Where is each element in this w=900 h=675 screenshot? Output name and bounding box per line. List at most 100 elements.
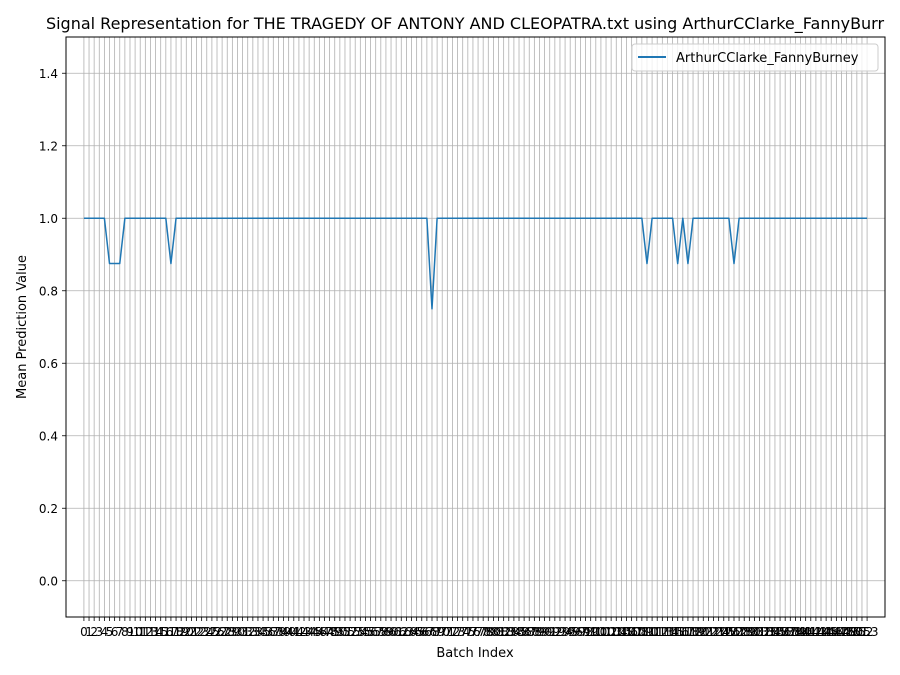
x-tick-label: 52 <box>342 625 357 639</box>
x-axis: 0123456789101112131415161718192021222324… <box>80 617 879 639</box>
x-tick-label: 138 <box>779 625 802 639</box>
x-tick-label: 87 <box>522 625 537 639</box>
x-tick-label: 110 <box>636 625 659 639</box>
x-tick-label: 43 <box>296 625 311 639</box>
x-tick-label: 122 <box>697 625 720 639</box>
x-tick-label: 25 <box>204 625 219 639</box>
x-tick-label: 80 <box>486 625 501 639</box>
chart-title: Signal Representation for THE TRAGEDY OF… <box>46 14 885 34</box>
x-tick-label: 90 <box>537 625 552 639</box>
x-tick-label: 125 <box>712 625 735 639</box>
x-tick-label: 3 <box>95 625 103 639</box>
x-tick-label: 39 <box>276 625 291 639</box>
x-tick-label: 6 <box>111 625 119 639</box>
x-tick-label: 36 <box>261 625 276 639</box>
x-tick-label: 96 <box>568 625 583 639</box>
x-tick-label: 15 <box>153 625 168 639</box>
x-tick-label: 48 <box>322 625 337 639</box>
x-tick-label: 119 <box>682 625 705 639</box>
x-tick-label: 141 <box>794 625 817 639</box>
x-tick-label: 30 <box>230 625 245 639</box>
x-tick-label: 120 <box>687 625 710 639</box>
y-tick-label: 0.6 <box>39 357 58 371</box>
x-tick-label: 55 <box>358 625 373 639</box>
x-tick-label: 108 <box>625 625 648 639</box>
x-tick-label: 129 <box>733 625 756 639</box>
y-axis-label: Mean Prediction Value <box>15 255 30 399</box>
x-tick-label: 79 <box>481 625 496 639</box>
legend: ArthurCClarke_FannyBurney <box>631 43 879 72</box>
x-tick-label: 118 <box>676 625 699 639</box>
x-tick-label: 13 <box>143 625 158 639</box>
x-tick-label: 99 <box>583 625 598 639</box>
x-tick-label: 2 <box>90 625 98 639</box>
x-tick-label: 137 <box>774 625 797 639</box>
x-tick-label: 130 <box>738 625 761 639</box>
x-tick-label: 57 <box>368 625 383 639</box>
y-tick-label: 0.8 <box>39 284 58 298</box>
x-tick-label: 4 <box>101 625 109 639</box>
series-layer <box>83 217 868 310</box>
x-tick-label: 111 <box>641 625 664 639</box>
x-tick-label: 33 <box>245 625 260 639</box>
x-tick-label: 126 <box>717 625 740 639</box>
x-tick-label: 61 <box>389 625 404 639</box>
x-tick-label: 11 <box>133 625 148 639</box>
y-tick-label: 0.4 <box>39 429 58 443</box>
x-tick-label: 42 <box>291 625 306 639</box>
x-tick-label: 67 <box>419 625 434 639</box>
x-tick-label: 20 <box>179 625 194 639</box>
x-tick-label: 135 <box>763 625 786 639</box>
x-tick-label: 153 <box>856 625 879 639</box>
x-tick-label: 84 <box>506 625 521 639</box>
x-tick-label: 106 <box>615 625 638 639</box>
x-tick-label: 151 <box>845 625 868 639</box>
x-tick-label: 14 <box>148 625 163 639</box>
x-tick-label: 145 <box>815 625 838 639</box>
x-tick-label: 53 <box>348 625 363 639</box>
x-tick-label: 103 <box>600 625 623 639</box>
x-tick-label: 149 <box>835 625 858 639</box>
x-tick-label: 89 <box>532 625 547 639</box>
x-tick-label: 132 <box>748 625 771 639</box>
x-tick-label: 113 <box>651 625 674 639</box>
x-tick-label: 66 <box>414 625 429 639</box>
x-tick-label: 117 <box>671 625 694 639</box>
x-tick-label: 74 <box>455 625 470 639</box>
x-tick-label: 140 <box>789 625 812 639</box>
x-tick-label: 45 <box>307 625 322 639</box>
x-tick-label: 7 <box>116 625 124 639</box>
x-tick-label: 139 <box>784 625 807 639</box>
x-tick-label: 133 <box>753 625 776 639</box>
x-tick-label: 101 <box>589 625 612 639</box>
x-tick-label: 81 <box>491 625 506 639</box>
x-tick-label: 31 <box>235 625 250 639</box>
x-tick-label: 64 <box>404 625 419 639</box>
x-tick-label: 94 <box>557 625 572 639</box>
x-tick-label: 58 <box>373 625 388 639</box>
x-tick-label: 104 <box>605 625 628 639</box>
y-axis: 0.0 0.2 0.4 0.6 0.8 1.0 1.2 1.4 <box>39 67 66 588</box>
x-tick-label: 107 <box>620 625 643 639</box>
x-tick-label: 75 <box>460 625 475 639</box>
y-tick-label: 0.0 <box>39 574 58 588</box>
x-tick-label: 46 <box>312 625 327 639</box>
x-tick-label: 38 <box>271 625 286 639</box>
x-tick-label: 148 <box>830 625 853 639</box>
x-tick-label: 134 <box>758 625 781 639</box>
x-tick-label: 60 <box>383 625 398 639</box>
x-tick-label: 63 <box>399 625 414 639</box>
y-tick-label: 0.2 <box>39 502 58 516</box>
x-tick-label: 28 <box>220 625 235 639</box>
x-tick-label: 124 <box>707 625 730 639</box>
x-tick-label: 24 <box>199 625 214 639</box>
x-tick-label: 41 <box>286 625 301 639</box>
x-tick-label: 97 <box>573 625 588 639</box>
x-tick-label: 50 <box>332 625 347 639</box>
x-tick-label: 85 <box>511 625 526 639</box>
plot-frame <box>65 36 886 618</box>
x-tick-label: 143 <box>804 625 827 639</box>
x-tick-label: 59 <box>378 625 393 639</box>
x-tick-label: 8 <box>121 625 129 639</box>
x-tick-label: 91 <box>542 625 557 639</box>
